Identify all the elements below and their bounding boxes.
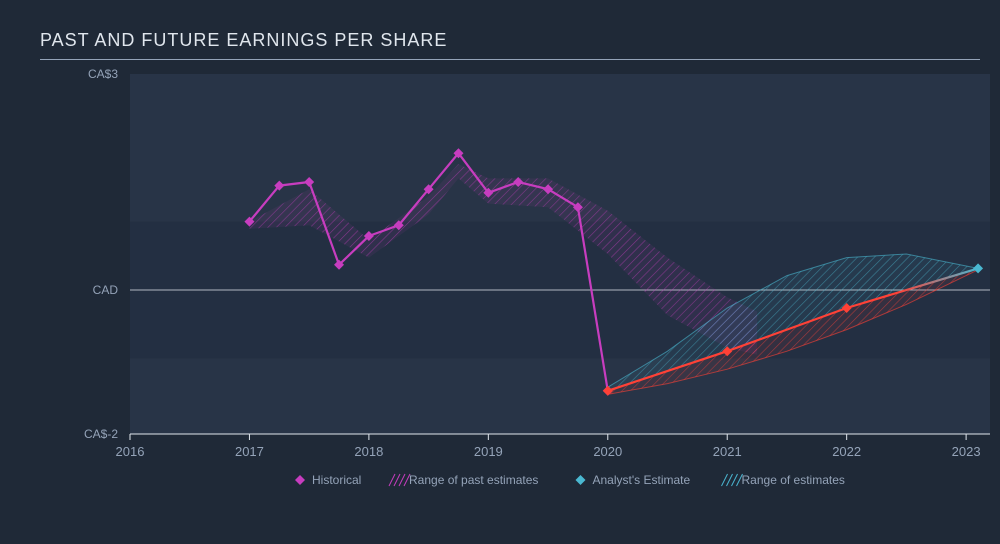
svg-text:2022: 2022 xyxy=(832,444,861,459)
svg-text:2020: 2020 xyxy=(593,444,622,459)
svg-text:Range of estimates: Range of estimates xyxy=(742,473,845,487)
svg-text:2021: 2021 xyxy=(713,444,742,459)
svg-text:CA$-2: CA$-2 xyxy=(84,427,118,441)
chart-svg: CA$-2 CAD CA$3 2016 2017 2018 2019 2020 2021 2022… xyxy=(30,66,990,506)
svg-text:Analyst's Estimate: Analyst's Estimate xyxy=(593,473,691,487)
svg-text:2019: 2019 xyxy=(474,444,503,459)
svg-text:2023: 2023 xyxy=(952,444,981,459)
chart-container: PAST AND FUTURE EARNINGS PER SHARE CA$-2… xyxy=(0,0,1000,544)
svg-text:2016: 2016 xyxy=(116,444,145,459)
title-rule xyxy=(40,59,980,60)
svg-text:CAD: CAD xyxy=(93,283,119,297)
chart-title: PAST AND FUTURE EARNINGS PER SHARE xyxy=(40,30,980,51)
svg-text:2017: 2017 xyxy=(235,444,264,459)
svg-text:CA$3: CA$3 xyxy=(88,67,118,81)
chart-area: CA$-2 CAD CA$3 2016 2017 2018 2019 2020 2021 2022… xyxy=(30,66,990,506)
svg-text:Historical: Historical xyxy=(312,473,361,487)
svg-text:Range of past estimates: Range of past estimates xyxy=(409,473,538,487)
svg-text:2018: 2018 xyxy=(354,444,383,459)
